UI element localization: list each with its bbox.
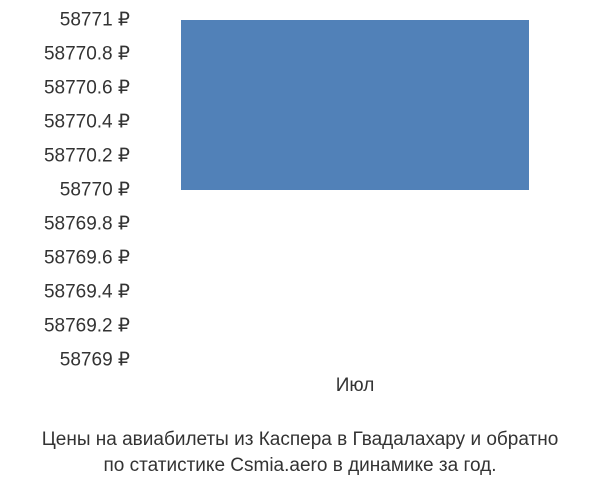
y-axis: 58771 ₽ 58770.8 ₽ 58770.6 ₽ 58770.4 ₽ 58770.…: [0, 10, 140, 390]
caption-line-2: по статистике Csmia.aero в динамике за г…: [104, 455, 497, 476]
y-tick-label: 58770.4 ₽: [44, 111, 130, 134]
y-tick-label: 58769.2 ₽: [44, 315, 130, 338]
caption-line-1: Цены на авиабилеты из Каспера в Гвадалах…: [42, 429, 559, 450]
y-tick-label: 58771 ₽: [60, 9, 130, 32]
x-tick-label: Июл: [336, 375, 375, 397]
y-tick-label: 58770.6 ₽: [44, 77, 130, 100]
y-tick-label: 58770.2 ₽: [44, 145, 130, 168]
chart-caption: Цены на авиабилеты из Каспера в Гвадалах…: [0, 427, 600, 480]
y-tick-label: 58770.8 ₽: [44, 43, 130, 66]
y-tick-label: 58769.6 ₽: [44, 247, 130, 270]
chart-area: 58771 ₽ 58770.8 ₽ 58770.6 ₽ 58770.4 ₽ 58770.…: [0, 10, 600, 390]
y-tick-label: 58769.4 ₽: [44, 281, 130, 304]
y-tick-label: 58769.8 ₽: [44, 213, 130, 236]
plot-area: [150, 10, 560, 350]
bar: [181, 20, 530, 190]
y-tick-label: 58770 ₽: [60, 179, 130, 202]
y-tick-label: 58769 ₽: [60, 349, 130, 372]
